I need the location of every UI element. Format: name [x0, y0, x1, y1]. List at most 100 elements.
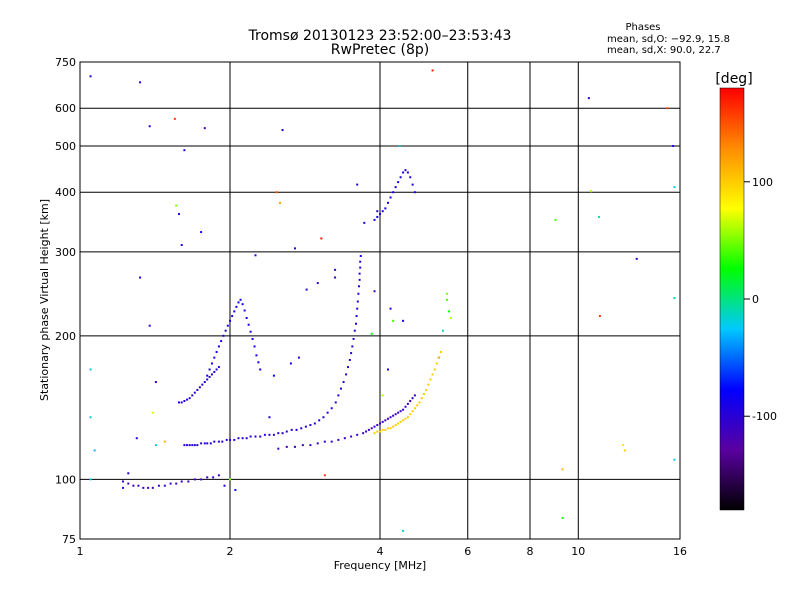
data-point — [259, 435, 262, 438]
data-point — [323, 440, 326, 443]
y-gridlines — [80, 107, 680, 480]
data-point — [89, 416, 92, 419]
data-point — [318, 419, 321, 422]
data-point — [208, 375, 211, 378]
data-point — [309, 444, 312, 447]
data-point — [132, 484, 135, 487]
data-point — [373, 432, 376, 435]
data-point — [173, 117, 176, 120]
data-point — [127, 472, 130, 475]
x-tick-label: 10 — [571, 545, 585, 558]
data-point — [402, 171, 405, 174]
data-point — [431, 373, 434, 376]
data-point — [239, 298, 242, 301]
data-point — [224, 329, 227, 332]
data-point — [268, 416, 271, 419]
data-point — [139, 81, 142, 84]
colorbar — [719, 87, 745, 511]
data-point — [397, 411, 400, 414]
data-point — [241, 303, 244, 306]
data-point — [350, 435, 353, 438]
data-point — [445, 292, 448, 295]
data-point — [397, 422, 400, 425]
data-point — [399, 410, 402, 413]
data-point — [343, 437, 346, 440]
phases-stat-x: mean, sd,X: 90.0, 22.7 — [607, 45, 721, 56]
data-point — [399, 176, 402, 179]
data-point — [154, 381, 157, 384]
data-point — [245, 437, 248, 440]
data-point — [206, 374, 209, 377]
data-point — [183, 400, 186, 403]
data-point — [409, 413, 412, 416]
data-point — [247, 323, 250, 326]
data-point — [229, 319, 231, 322]
data-point — [363, 221, 366, 224]
data-point — [365, 430, 368, 433]
data-point — [394, 186, 397, 189]
data-point — [356, 433, 359, 436]
data-point — [293, 247, 296, 250]
data-point — [193, 444, 196, 447]
data-point — [339, 387, 342, 390]
data-point — [622, 444, 625, 447]
data-point — [281, 432, 284, 435]
data-point — [437, 356, 440, 359]
data-point — [389, 416, 392, 419]
data-point — [635, 257, 638, 260]
data-point — [183, 444, 186, 447]
data-point — [386, 368, 389, 371]
y-tick-label: 750 — [55, 56, 76, 69]
x-axis-ticks: 1 2 4 6 8 10 16 — [77, 545, 688, 558]
data-point — [323, 474, 326, 477]
data-point — [409, 176, 412, 179]
data-point — [277, 432, 280, 435]
data-point — [359, 255, 362, 258]
data-point — [200, 442, 203, 445]
data-point — [330, 440, 333, 443]
data-point — [433, 368, 436, 371]
phases-stat-o: mean, sd,O: −92.9, 15.8 — [607, 34, 730, 45]
data-point — [673, 458, 676, 461]
data-point — [346, 366, 349, 369]
data-point — [163, 484, 166, 487]
data-point — [222, 334, 225, 337]
data-point — [370, 427, 373, 430]
data-point — [392, 425, 395, 428]
data-point — [554, 218, 557, 221]
data-point — [89, 478, 92, 481]
data-point — [275, 191, 278, 194]
data-point — [353, 329, 356, 332]
data-point — [93, 449, 96, 452]
data-point — [254, 435, 257, 438]
data-point — [422, 393, 425, 396]
data-point — [406, 402, 409, 405]
data-point — [127, 482, 130, 485]
data-point — [357, 292, 360, 295]
data-point — [386, 427, 389, 430]
data-point — [362, 432, 365, 435]
phases-heading: Phases — [625, 22, 660, 33]
y-tick-label: 100 — [55, 473, 76, 486]
data-point — [411, 410, 414, 413]
data-point — [409, 400, 412, 403]
data-point — [404, 169, 407, 172]
data-point — [263, 433, 266, 436]
data-point — [177, 213, 180, 216]
colorbar-label: [deg] — [715, 71, 752, 87]
data-point — [217, 366, 220, 369]
data-point — [561, 517, 564, 520]
data-point — [233, 310, 236, 313]
x-tick-label: 2 — [227, 545, 234, 558]
data-point — [210, 362, 213, 365]
data-point — [379, 213, 381, 216]
data-point — [402, 529, 405, 532]
data-point — [237, 301, 240, 304]
data-point — [295, 428, 298, 431]
data-point — [206, 442, 209, 445]
data-point — [356, 183, 359, 186]
data-point — [416, 404, 419, 407]
data-point — [316, 282, 319, 285]
data-point — [157, 484, 160, 487]
